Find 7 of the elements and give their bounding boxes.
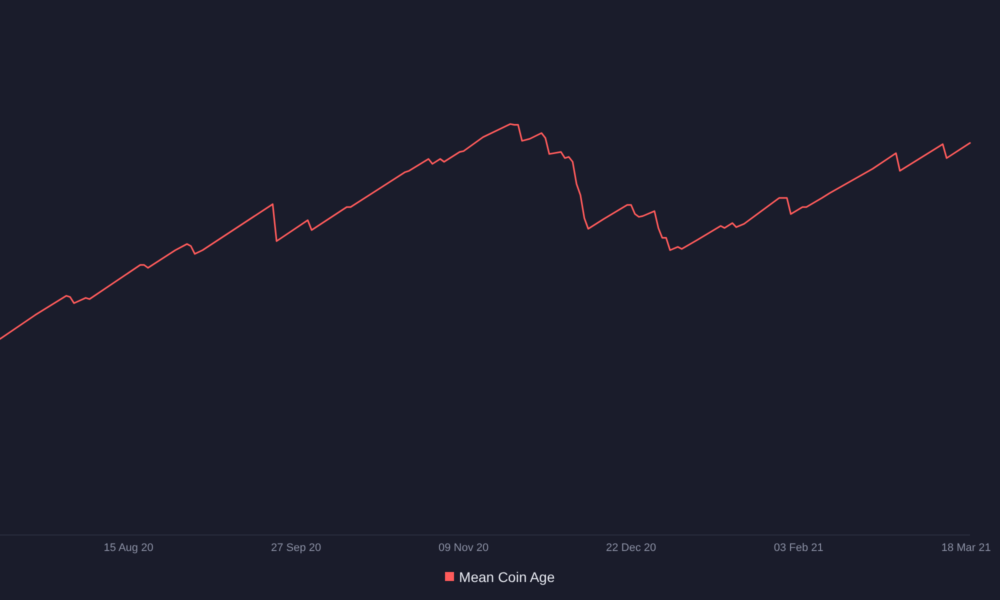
legend-label: Mean Coin Age (459, 568, 555, 585)
x-tick-label: 22 Dec 20 (606, 542, 656, 554)
x-tick-label: 18 Mar 21 (941, 542, 991, 554)
x-tick-label: 03 Feb 21 (774, 542, 824, 554)
x-tick-label: 27 Sep 20 (270, 542, 322, 554)
x-tick-label: 15 Aug 20 (104, 542, 154, 554)
x-tick-label: 09 Nov 20 (438, 542, 489, 554)
